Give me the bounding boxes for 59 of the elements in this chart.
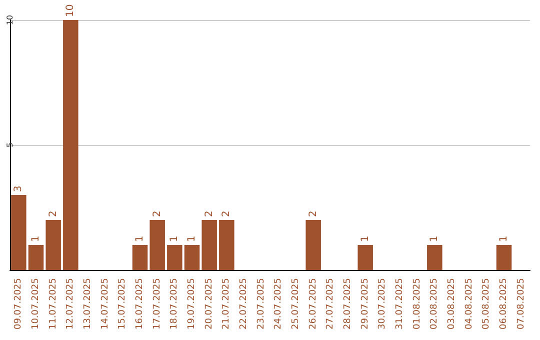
x-tick-label: 26.07.2025 bbox=[308, 278, 318, 330]
bar bbox=[202, 220, 217, 270]
x-tick-label: 24.07.2025 bbox=[274, 278, 284, 330]
x-tick-label: 12.07.2025 bbox=[66, 278, 76, 330]
data-label: 2 bbox=[48, 210, 59, 217]
x-tick-label: 04.08.2025 bbox=[464, 278, 474, 330]
x-tick-label: 09.07.2025 bbox=[14, 278, 24, 330]
data-label: 1 bbox=[30, 236, 42, 242]
bar bbox=[219, 220, 234, 270]
x-tick-label: 22.07.2025 bbox=[239, 278, 249, 330]
x-tick-label: 23.07.2025 bbox=[256, 278, 266, 330]
x-tick-label: 07.08.2025 bbox=[516, 278, 526, 330]
x-tick-label: 25.07.2025 bbox=[291, 278, 301, 330]
x-tick-label: 29.07.2025 bbox=[360, 278, 370, 330]
data-label: 1 bbox=[429, 236, 440, 242]
x-tick-label: 16.07.2025 bbox=[135, 278, 145, 330]
bar bbox=[132, 245, 148, 270]
bar bbox=[496, 245, 512, 270]
x-tick-label: 20.07.2025 bbox=[204, 278, 214, 330]
x-tick-label: 28.07.2025 bbox=[343, 278, 353, 330]
x-tick-label: 14.07.2025 bbox=[100, 278, 110, 330]
data-label: 2 bbox=[204, 210, 215, 217]
bar bbox=[63, 20, 78, 270]
x-tick-label: 18.07.2025 bbox=[170, 278, 180, 330]
x-tick-label: 15.07.2025 bbox=[118, 278, 128, 330]
bar bbox=[184, 245, 200, 270]
data-label: 2 bbox=[152, 210, 163, 217]
data-label: 1 bbox=[134, 236, 146, 242]
data-label: 1 bbox=[169, 236, 180, 242]
bar bbox=[167, 245, 182, 270]
data-label: 1 bbox=[498, 236, 510, 242]
data-label: 1 bbox=[186, 236, 198, 242]
bar bbox=[306, 220, 321, 270]
data-label: 2 bbox=[308, 210, 319, 217]
x-tick-label: 13.07.2025 bbox=[83, 278, 93, 330]
data-label: 10 bbox=[65, 4, 76, 17]
x-tick-label: 31.07.2025 bbox=[395, 278, 405, 330]
x-tick-label: 17.07.2025 bbox=[152, 278, 162, 330]
bar bbox=[358, 245, 373, 270]
bar bbox=[28, 245, 44, 270]
y-tick-label: 5 bbox=[6, 142, 14, 148]
x-tick-label: 27.07.2025 bbox=[326, 278, 336, 330]
data-label: 2 bbox=[221, 210, 232, 217]
x-tick-label: 19.07.2025 bbox=[187, 278, 197, 330]
x-tick-label: 30.07.2025 bbox=[378, 278, 388, 330]
bar bbox=[427, 245, 442, 270]
x-tick-label: 10.07.2025 bbox=[31, 278, 41, 330]
bar bbox=[11, 195, 26, 270]
bar bbox=[150, 220, 165, 270]
data-label: 3 bbox=[13, 186, 24, 192]
x-tick-label: 02.08.2025 bbox=[430, 278, 440, 330]
data-label: 1 bbox=[360, 236, 371, 242]
x-tick-label: 06.08.2025 bbox=[499, 278, 509, 330]
x-tick-label: 21.07.2025 bbox=[222, 278, 232, 330]
x-tick-label: 05.08.2025 bbox=[482, 278, 492, 330]
x-tick-label: 01.08.2025 bbox=[412, 278, 422, 330]
x-tick-label: 03.08.2025 bbox=[447, 278, 457, 330]
bar bbox=[46, 220, 61, 270]
x-tick-label: 11.07.2025 bbox=[48, 278, 58, 330]
